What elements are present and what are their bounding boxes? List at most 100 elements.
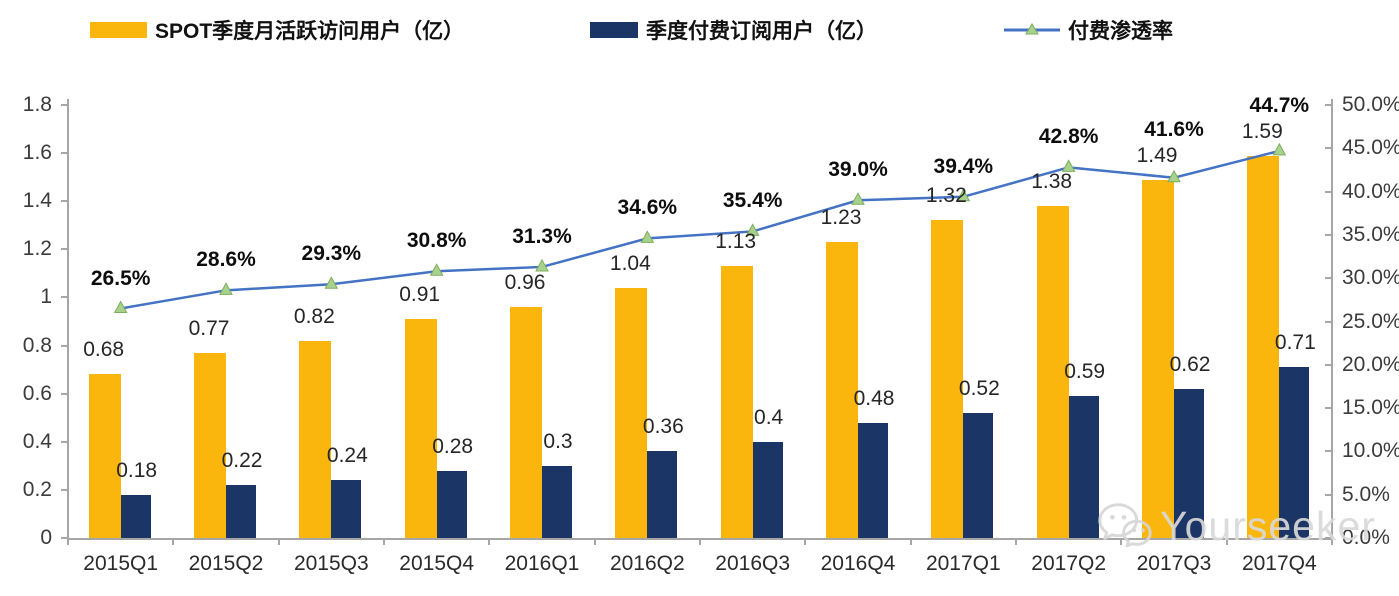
x-axis-tick	[172, 538, 175, 545]
bar-mau-2016Q1	[510, 307, 542, 538]
right-axis-tick	[1325, 407, 1332, 410]
x-axis-label-2015Q2: 2015Q2	[188, 552, 264, 575]
penetration-label-2016Q3: 35.4%	[722, 189, 783, 213]
penetration-marker-2016Q4	[851, 192, 865, 205]
bar-subscribers-2015Q2	[226, 485, 256, 538]
right-axis-tick-label: 30.0%	[1342, 266, 1399, 290]
bar-subscribers-2017Q4	[1279, 367, 1310, 538]
legend-label-penetration: 付费渗透率	[1068, 20, 1173, 43]
right-axis-tick	[1325, 363, 1332, 366]
bar-label-mau-2016Q3: 1.13	[715, 230, 757, 254]
bar-mau-2016Q3	[720, 266, 753, 538]
penetration-label-2015Q2: 28.6%	[196, 248, 256, 272]
left-axis-tick	[61, 104, 68, 106]
left-axis-line	[67, 99, 69, 540]
right-axis-tick	[1325, 320, 1332, 323]
bar-label-mau-2015Q4: 0.91	[399, 283, 441, 307]
bar-label-subscribers-2015Q2: 0.22	[221, 449, 263, 473]
bar-subscribers-2015Q1	[120, 494, 151, 538]
bar-mau-2016Q2	[615, 287, 648, 538]
x-axis-label-2017Q3: 2017Q3	[1136, 552, 1212, 575]
left-axis-tick	[61, 296, 68, 299]
left-axis-tick	[61, 440, 68, 443]
x-axis-tick	[804, 538, 807, 545]
right-axis-tick-label: 25.0%	[1342, 309, 1399, 333]
x-axis-label-2015Q4: 2015Q4	[399, 552, 475, 575]
left-axis-tick-label: 0.4	[22, 429, 52, 453]
right-axis-tick	[1325, 450, 1332, 453]
bar-label-mau-2017Q3: 1.49	[1136, 143, 1178, 167]
bar-label-mau-2016Q2: 1.04	[609, 251, 651, 275]
left-axis-tick-label: 0.2	[22, 477, 52, 501]
bar-label-mau-2015Q1: 0.68	[83, 338, 125, 362]
right-axis-tick	[1325, 190, 1332, 193]
penetration-label-2015Q3: 29.3%	[301, 242, 362, 266]
x-axis-tick	[1120, 538, 1123, 545]
bar-subscribers-2017Q3	[1174, 388, 1204, 538]
watermark-text: Yourseeker	[1160, 502, 1376, 549]
penetration-marker-2015Q4	[429, 263, 444, 276]
legend-swatch-mau	[90, 22, 147, 38]
bar-subscribers-2016Q3	[752, 441, 783, 538]
x-axis-tick	[909, 538, 912, 545]
right-axis-tick	[1325, 277, 1332, 280]
legend-item-subscribers: 季度付费订阅用户（亿）	[590, 14, 877, 46]
right-axis-tick-label: 20.0%	[1342, 352, 1399, 376]
right-axis-line	[1331, 99, 1333, 540]
bar-subscribers-2017Q1	[963, 412, 994, 538]
bar-label-mau-2016Q1: 0.96	[504, 271, 546, 295]
right-axis-tick-label: 0.0%	[1342, 526, 1390, 549]
right-axis-tick	[1325, 104, 1332, 106]
bar-label-subscribers-2016Q4: 0.48	[853, 386, 895, 410]
bar-mau-2015Q3	[299, 340, 332, 538]
right-axis-tick	[1325, 537, 1332, 539]
bar-label-subscribers-2017Q3: 0.62	[1169, 352, 1211, 376]
left-axis-tick-label: 1.6	[22, 141, 52, 165]
penetration-label-2016Q4: 39.0%	[828, 158, 888, 182]
legend-line-marker-icon	[1004, 21, 1060, 39]
legend-label-mau: SPOT季度月活跃访问用户（亿）	[155, 20, 465, 43]
legend-label-subscribers: 季度付费订阅用户（亿）	[646, 20, 877, 43]
right-axis-tick-label: 35.0%	[1342, 222, 1399, 246]
penetration-label-2015Q4: 30.8%	[406, 229, 467, 253]
left-axis-tick-label: 1.2	[22, 237, 52, 261]
penetration-marker-2015Q3	[324, 276, 339, 289]
bar-label-subscribers-2017Q2: 0.59	[1064, 360, 1106, 384]
right-axis-tick	[1325, 147, 1332, 150]
x-axis-label-2015Q3: 2015Q3	[293, 552, 369, 575]
right-axis-tick	[1325, 493, 1332, 496]
x-axis-label-2016Q1: 2016Q1	[504, 552, 580, 575]
x-axis-label-2015Q1: 2015Q1	[83, 552, 159, 575]
x-axis-tick	[383, 538, 385, 545]
bar-label-mau-2017Q4: 1.59	[1241, 119, 1283, 143]
x-axis-tick	[1331, 538, 1333, 545]
x-axis-tick	[593, 538, 596, 545]
right-axis-tick-label: 10.0%	[1342, 439, 1399, 463]
x-axis-tick	[699, 538, 701, 545]
right-axis-tick-label: 45.0%	[1342, 136, 1399, 160]
legend-swatch-subscribers	[590, 22, 638, 38]
bar-label-subscribers-2016Q1: 0.3	[543, 429, 573, 453]
x-axis-tick	[277, 538, 280, 545]
x-axis-tick	[1225, 538, 1228, 545]
penetration-label-2016Q2: 34.6%	[617, 196, 678, 220]
left-axis-tick	[61, 488, 68, 491]
wechat-icon	[1098, 503, 1152, 548]
bar-subscribers-2015Q3	[331, 480, 362, 538]
right-axis-tick	[1325, 233, 1332, 236]
left-axis-tick-label: 1.8	[22, 93, 52, 116]
bar-label-mau-2015Q3: 0.82	[293, 304, 335, 328]
x-axis-label-2017Q2: 2017Q2	[1031, 552, 1107, 575]
penetration-label-2017Q2: 42.8%	[1038, 125, 1099, 149]
bar-label-subscribers-2015Q1: 0.18	[116, 458, 158, 482]
bar-label-subscribers-2017Q1: 0.52	[958, 376, 1000, 400]
penetration-label-2015Q1: 26.5%	[90, 266, 151, 290]
left-axis-tick-label: 1	[40, 285, 52, 309]
bar-label-subscribers-2017Q4: 0.71	[1274, 331, 1316, 355]
bar-label-mau-2017Q1: 1.32	[925, 184, 967, 208]
left-axis-tick	[61, 152, 68, 155]
x-axis-label-2016Q3: 2016Q3	[715, 552, 791, 575]
bar-mau-2015Q4	[404, 319, 437, 538]
x-axis-label-2016Q2: 2016Q2	[609, 552, 685, 575]
bar-label-subscribers-2015Q4: 0.28	[432, 434, 474, 458]
